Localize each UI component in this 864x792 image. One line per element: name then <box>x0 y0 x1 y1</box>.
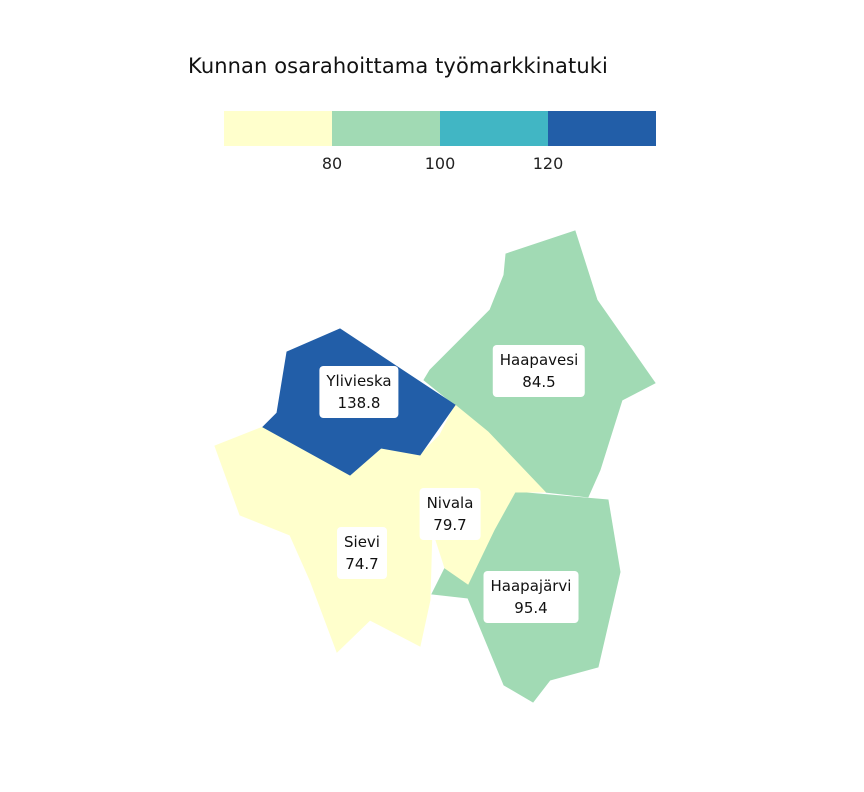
label-sievi-value: 74.7 <box>345 555 379 573</box>
label-haapajarvi: Haapajärvi 95.4 <box>483 571 579 623</box>
map-title: Kunnan osarahoittama työmarkkinatuki <box>188 54 608 78</box>
label-haapavesi-name: Haapavesi <box>499 351 579 369</box>
label-sievi: Sievi 74.7 <box>337 527 387 579</box>
label-sievi-name: Sievi <box>344 533 380 551</box>
label-haapavesi-value: 84.5 <box>522 373 556 391</box>
legend-bin-1 <box>224 111 332 146</box>
legend-tick-80: 80 <box>321 154 343 173</box>
label-ylivieska-value: 138.8 <box>337 394 381 412</box>
label-haapajarvi-value: 95.4 <box>514 599 548 617</box>
legend-bin-4 <box>548 111 656 146</box>
label-ylivieska-name: Ylivieska <box>326 372 392 390</box>
legend-bin-3 <box>440 111 548 146</box>
label-nivala: Nivala 79.7 <box>419 488 481 540</box>
label-nivala-value: 79.7 <box>433 516 467 534</box>
legend-tick-120: 120 <box>532 154 564 173</box>
label-haapavesi: Haapavesi 84.5 <box>492 345 586 397</box>
label-nivala-name: Nivala <box>426 494 474 512</box>
label-ylivieska: Ylivieska 138.8 <box>319 366 399 418</box>
label-haapajarvi-name: Haapajärvi <box>490 577 572 595</box>
legend-tick-100: 100 <box>424 154 456 173</box>
color-legend <box>224 111 656 146</box>
legend-bin-2 <box>332 111 440 146</box>
